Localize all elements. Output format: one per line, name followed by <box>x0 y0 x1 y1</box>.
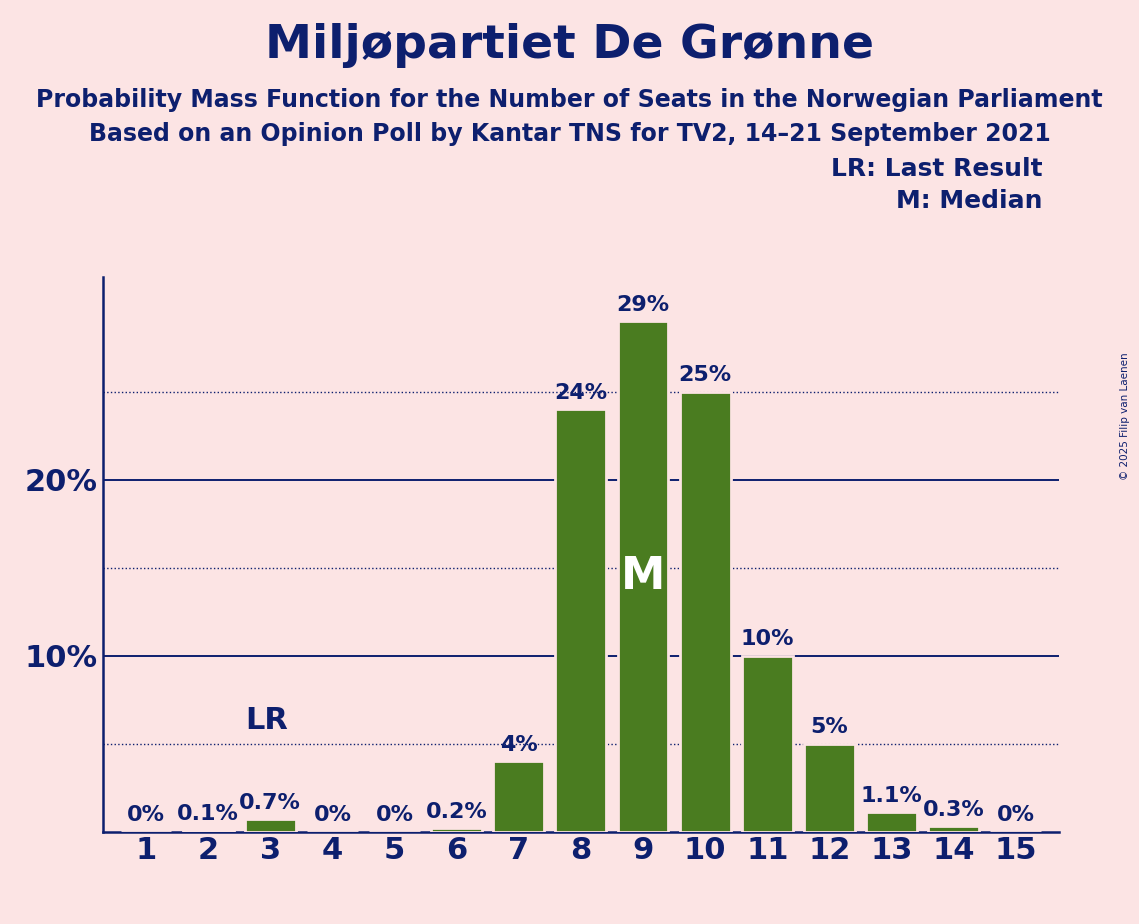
Text: 0.3%: 0.3% <box>923 800 984 821</box>
Text: LR: LR <box>246 706 288 735</box>
Bar <box>804 744 855 832</box>
Text: 5%: 5% <box>811 717 849 737</box>
Bar <box>866 812 917 832</box>
Text: Probability Mass Function for the Number of Seats in the Norwegian Parliament: Probability Mass Function for the Number… <box>36 88 1103 112</box>
Bar <box>245 820 296 832</box>
Text: 0%: 0% <box>376 806 413 825</box>
Text: M: Median: M: Median <box>895 189 1042 213</box>
Bar <box>617 322 669 832</box>
Text: 0.2%: 0.2% <box>426 802 487 822</box>
Text: 25%: 25% <box>679 365 731 385</box>
Text: 1.1%: 1.1% <box>861 786 923 806</box>
Bar <box>493 761 544 832</box>
Text: 0%: 0% <box>313 806 351 825</box>
Text: Based on an Opinion Poll by Kantar TNS for TV2, 14–21 September 2021: Based on an Opinion Poll by Kantar TNS f… <box>89 122 1050 146</box>
Bar <box>928 826 980 832</box>
Bar <box>432 828 482 832</box>
Bar <box>182 830 233 832</box>
Text: 0.7%: 0.7% <box>239 793 301 813</box>
Text: Miljøpartiet De Grønne: Miljøpartiet De Grønne <box>265 23 874 68</box>
Text: LR: Last Result: LR: Last Result <box>830 157 1042 181</box>
Text: 29%: 29% <box>616 295 670 315</box>
Text: 24%: 24% <box>555 383 607 403</box>
Bar <box>741 656 793 832</box>
Text: M: M <box>621 555 665 598</box>
Text: © 2025 Filip van Laenen: © 2025 Filip van Laenen <box>1121 352 1130 480</box>
Bar <box>556 409 606 832</box>
Text: 10%: 10% <box>740 629 794 650</box>
Bar <box>680 392 730 832</box>
Text: 0%: 0% <box>997 806 1034 825</box>
Text: 4%: 4% <box>500 735 538 755</box>
Text: 0%: 0% <box>128 806 165 825</box>
Text: 0.1%: 0.1% <box>178 804 239 823</box>
